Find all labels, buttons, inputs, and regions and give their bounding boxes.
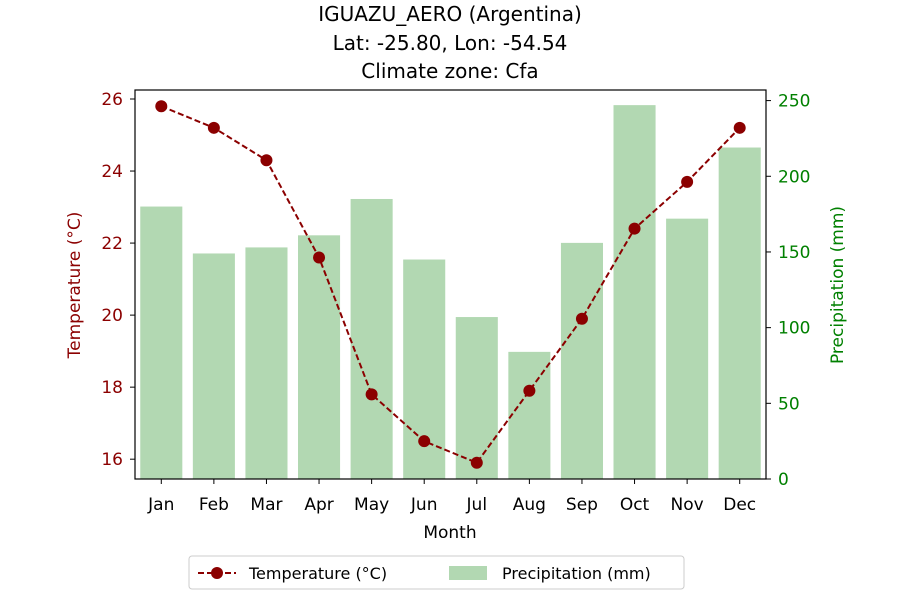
temperature-point-feb — [207, 121, 220, 134]
y-left-tick-label-16: 16 — [101, 450, 123, 470]
legend: Temperature (°C) Precipitation (mm) — [188, 555, 685, 590]
y-right-tick-label-100: 100 — [778, 319, 810, 339]
precipitation-bar-nov — [666, 218, 709, 479]
x-tick-label-jul: Jul — [466, 495, 488, 515]
temperature-point-may — [365, 388, 378, 401]
x-tick-label-oct: Oct — [620, 495, 650, 515]
legend-precipitation-swatch — [449, 566, 487, 580]
x-tick-label-aug: Aug — [513, 495, 546, 515]
x-tick-label-jan: Jan — [147, 495, 174, 515]
precipitation-bar-apr — [298, 235, 341, 479]
temperature-point-jun — [418, 435, 431, 448]
legend-precipitation-label: Precipitation (mm) — [502, 564, 651, 583]
precipitation-bar-jan — [140, 206, 183, 479]
precipitation-bar-feb — [192, 253, 235, 479]
precipitation-bar-dec — [718, 147, 761, 479]
title-line-2: Lat: -25.80, Lon: -54.54 — [333, 31, 568, 55]
x-tick-label-jun: Jun — [410, 495, 438, 515]
x-tick-label-apr: Apr — [304, 495, 333, 515]
y-left-tick-label-20: 20 — [101, 306, 123, 326]
precipitation-bar-mar — [245, 247, 288, 479]
title-line-1: IGUAZU_AERO (Argentina) — [318, 2, 582, 26]
title-line-3: Climate zone: Cfa — [361, 59, 538, 83]
y-axis-right: 0 50 100 150 200 250 — [766, 92, 810, 490]
temperature-point-nov — [681, 175, 694, 188]
legend-temperature-marker — [211, 567, 223, 579]
temperature-point-aug — [523, 384, 536, 397]
x-tick-label-may: May — [354, 495, 389, 515]
temperature-line — [155, 100, 746, 469]
y-axis-left: 16 18 20 22 24 26 — [101, 90, 135, 470]
temperature-point-dec — [733, 121, 746, 134]
x-axis-label: Month — [423, 523, 476, 543]
temperature-series-line — [160, 105, 741, 465]
precipitation-bar-may — [350, 198, 393, 480]
temperature-point-mar — [260, 154, 273, 167]
temperature-point-jul — [470, 456, 483, 469]
x-axis: Jan Feb Mar Apr May Jun Jul Aug Sep Oct Nov Dec — [147, 479, 756, 515]
precipitation-bars — [140, 105, 761, 480]
y-left-tick-label-26: 26 — [101, 90, 123, 110]
precipitation-bar-jul — [455, 317, 498, 479]
y-right-tick-label-150: 150 — [778, 243, 810, 263]
y-axis-left-label: Temperature (°C) — [65, 212, 85, 360]
y-left-tick-label-22: 22 — [101, 234, 123, 254]
plot-frame — [134, 89, 767, 480]
x-tick-label-sep: Sep — [566, 495, 598, 515]
y-axis-right-label: Precipitation (mm) — [828, 206, 848, 364]
legend-frame — [188, 555, 685, 590]
x-tick-label-mar: Mar — [250, 495, 282, 515]
precipitation-bar-sep — [560, 242, 603, 479]
y-left-tick-label-24: 24 — [101, 162, 123, 182]
temperature-point-apr — [313, 251, 326, 264]
y-left-tick-label-18: 18 — [101, 378, 123, 398]
y-right-tick-label-0: 0 — [778, 470, 789, 490]
legend-temperature-label: Temperature (°C) — [248, 564, 387, 583]
y-right-tick-label-250: 250 — [778, 92, 810, 112]
temperature-point-sep — [575, 312, 588, 325]
chart-title: IGUAZU_AERO (Argentina) Lat: -25.80, Lon… — [318, 2, 582, 83]
temperature-point-jan — [155, 100, 168, 113]
y-right-tick-label-200: 200 — [778, 167, 810, 187]
temperature-point-oct — [628, 222, 641, 235]
x-tick-label-nov: Nov — [671, 495, 704, 515]
x-tick-label-feb: Feb — [199, 495, 229, 515]
x-tick-label-dec: Dec — [723, 495, 756, 515]
precipitation-bar-oct — [613, 105, 656, 480]
y-right-tick-label-50: 50 — [778, 394, 800, 414]
